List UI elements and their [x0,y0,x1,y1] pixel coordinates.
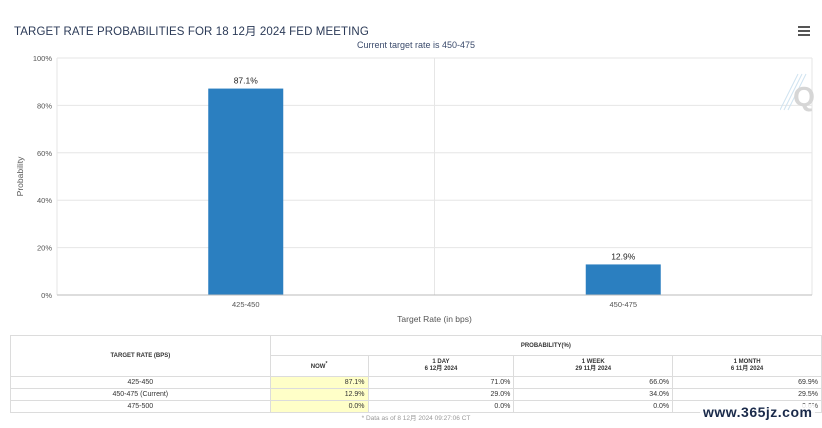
table-row: 425-450 87.1% 71.0% 66.0% 69.9% [10,376,822,389]
watermark-letter: Q [793,81,815,112]
y-tick-label: 100% [33,54,53,63]
table-cell-day: 0.0% [367,400,515,413]
target-rate-header: TARGET RATE (BPS) [10,335,271,377]
bar [585,264,661,295]
bar-data-label: 87.1% [234,76,259,86]
table-cell-now: 12.9% [269,388,369,401]
bar-data-label: 12.9% [611,251,636,261]
period-header-label: 1 MONTH [733,358,761,365]
table-cell-day: 29.0% [367,388,515,401]
site-watermark: www.365jz.com [700,404,816,420]
table-cell-name: 450-475 (Current) [10,388,271,401]
x-axis-title: Target Rate (in bps) [397,314,472,324]
chart-title: TARGET RATE PROBABILITIES FOR 18 12月 202… [14,26,369,38]
table-cell-day: 71.0% [367,376,515,389]
x-tick-label: 450-475 [609,300,637,309]
period-header: 1 WEEK 29 11月 2024 [513,355,674,377]
table-row: 450-475 (Current) 12.9% 29.0% 34.0% 29.5% [10,388,822,401]
bar-chart: 0% 20% 40% 60% 80% 100% 87.1% 425-450 12.9% 450-4… [15,54,813,324]
table-cell-name: 475-500 [10,400,271,413]
period-header: 1 DAY 6 12月 2024 [367,355,515,377]
probability-table: TARGET RATE (BPS) PROBABILITY(%) NOW* 1 D… [10,335,822,424]
y-tick-label: 60% [37,149,52,158]
period-header-label: 1 WEEK [581,358,605,365]
hamburger-menu-icon[interactable] [798,26,810,36]
probability-table-panel: TARGET RATE (BPS) PROBABILITY(%) NOW* 1 D… [10,335,822,428]
table-cell-now: 0.0% [269,400,369,413]
bar [208,88,284,295]
q-logo-icon: Q [780,73,815,112]
table-cell-week: 34.0% [513,388,674,401]
y-tick-label: 80% [37,101,52,110]
x-tick-label: 425-450 [232,300,260,309]
chart-panel: 0% 20% 40% 60% 80% 100% 87.1% 425-450 12.9% 450-4… [10,14,822,330]
period-header-date: 6 12月 2024 [424,366,458,372]
table-cell-week: 0.0% [513,400,674,413]
table-footnote: * Data as of 8 12月 2024 09:27:06 CT [361,415,471,422]
period-header: NOW* [269,355,369,377]
period-header-footnote-mark: * [325,360,328,367]
period-header-date: 6 11月 2024 [730,366,764,372]
y-tick-label: 0% [41,291,52,300]
table-cell-month: 69.9% [672,376,822,389]
table-cell-week: 66.0% [513,376,674,389]
y-axis-title: Probability [15,156,25,196]
chart-subtitle: Current target rate is 450-475 [356,40,476,50]
period-header-label: 1 DAY [432,358,450,365]
table-cell-month: 29.5% [672,388,822,401]
y-tick-label: 20% [37,244,52,253]
period-header: 1 MONTH 6 11月 2024 [672,355,822,377]
period-header-date: 29 11月 2024 [575,366,612,372]
table-cell-now: 87.1% [269,376,369,389]
period-header-label: NOW [310,363,326,370]
probability-header: PROBABILITY(%) [269,335,822,356]
y-tick-label: 40% [37,196,52,205]
table-cell-name: 425-450 [10,376,271,389]
